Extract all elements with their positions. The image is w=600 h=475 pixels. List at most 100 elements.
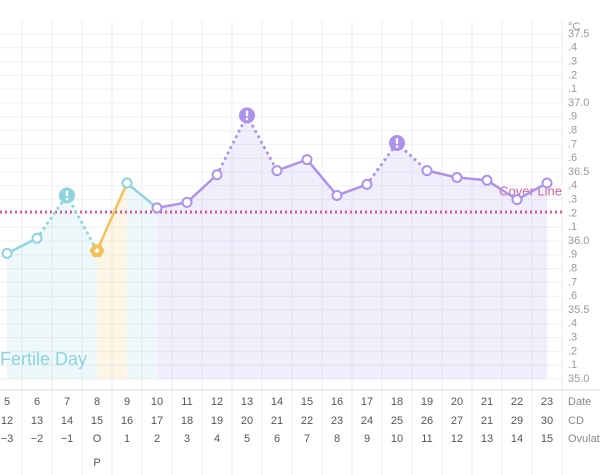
row-label: 17: [151, 415, 163, 427]
y-tick-label: 36.0: [568, 235, 589, 247]
row-label: 17: [361, 396, 373, 408]
flagged-point: [59, 187, 75, 204]
row-label: 13: [481, 433, 493, 445]
y-tick-label: .8: [568, 263, 577, 275]
y-tick-label: .2: [568, 345, 577, 357]
y-tick-label: .2: [568, 69, 577, 81]
row-label: 16: [121, 415, 133, 427]
row-label: 9: [364, 433, 370, 445]
flag-bar: [65, 190, 69, 197]
row-label: 11: [181, 396, 192, 408]
y-tick-label: 36.5: [568, 166, 589, 178]
point: [421, 165, 433, 177]
area: [67, 195, 97, 379]
point: [211, 169, 223, 181]
line-segment: [365, 141, 399, 186]
y-tick-label: .4: [568, 180, 577, 192]
row-label: 29: [511, 415, 523, 427]
point: [331, 189, 343, 201]
row-label: 18: [391, 396, 403, 408]
flag-dot: [395, 145, 399, 148]
row-label: 6: [274, 433, 280, 445]
row-label: 2: [154, 433, 160, 445]
center: [94, 248, 100, 253]
row-label: 19: [421, 396, 433, 408]
period-marker: P: [93, 457, 100, 469]
y-tick-label: .6: [568, 290, 577, 302]
y-tick-label: .9: [568, 249, 577, 261]
y-tick-label: .2: [568, 207, 577, 219]
y-tick-label: .3: [568, 56, 577, 68]
flag-dot: [65, 197, 69, 201]
area: [337, 184, 367, 379]
area: [7, 238, 37, 379]
y-tick-label: .7: [568, 276, 577, 288]
point: [481, 174, 493, 186]
point: [541, 177, 553, 189]
line-segment: [95, 181, 129, 252]
row-label: 30: [541, 415, 553, 427]
point: [451, 172, 463, 184]
line-segment: [35, 193, 69, 240]
point: [271, 165, 283, 177]
row-label: 26: [421, 415, 433, 427]
flagged-point: [389, 135, 405, 152]
y-tick-label: .1: [568, 359, 577, 371]
area: [247, 115, 277, 380]
row-title: Ovulat: [568, 433, 600, 445]
flag-bar: [245, 110, 249, 117]
point: [181, 196, 193, 208]
y-tick-label: .3: [568, 194, 577, 206]
ovulation-point: [89, 243, 105, 258]
row-label: 12: [451, 433, 463, 445]
fertile-label: Fertile Day: [0, 349, 87, 369]
row-label: 6: [34, 396, 40, 408]
y-tick-label: .1: [568, 221, 577, 233]
row-label: 1: [124, 433, 130, 445]
area: [217, 115, 247, 380]
row-label: 14: [271, 396, 283, 408]
area: [307, 159, 337, 379]
flag-dot: [245, 117, 249, 121]
row-label: 5: [244, 433, 250, 445]
y-tick-label: .1: [568, 83, 577, 95]
flagged-point: [239, 107, 255, 124]
area: [397, 143, 427, 379]
row-label: 4: [214, 433, 220, 445]
row-label: 22: [301, 415, 313, 427]
point: [121, 177, 133, 189]
y-tick-label: 35.0: [568, 373, 589, 385]
line-segment: [305, 158, 339, 197]
y-tick-label: .4: [568, 318, 577, 330]
y-tick-label: .4: [568, 42, 577, 54]
flag-bar: [395, 138, 399, 145]
row-label: 3: [184, 433, 190, 445]
row-label: 24: [361, 415, 373, 427]
y-tick-label: .3: [568, 332, 577, 344]
point: [1, 247, 13, 259]
row-label: 15: [301, 396, 313, 408]
area: [427, 170, 457, 379]
line-segment: [5, 236, 39, 255]
row-label: 22: [511, 396, 523, 408]
row-label: 8: [334, 433, 340, 445]
y-tick-label: 37.0: [568, 97, 589, 109]
area: [367, 143, 397, 379]
row-label: 18: [181, 415, 193, 427]
row-label: 12: [1, 415, 13, 427]
area: [517, 183, 547, 379]
row-label: −2: [31, 433, 44, 445]
row-label: −3: [1, 433, 14, 445]
row-label: O: [93, 433, 102, 445]
row-label: 23: [331, 415, 343, 427]
y-tick-label: .6: [568, 152, 577, 164]
point: [511, 194, 523, 206]
point: [301, 154, 313, 166]
row-label: 7: [64, 396, 70, 408]
area: [487, 180, 517, 379]
area: [97, 183, 127, 379]
area: [187, 174, 217, 379]
line-segment: [485, 179, 519, 201]
row-label: 21: [481, 396, 493, 408]
